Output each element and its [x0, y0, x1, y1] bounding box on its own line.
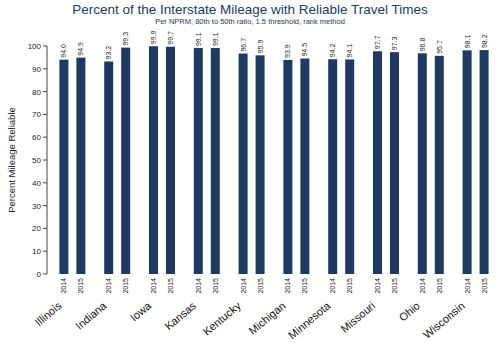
- bar: [480, 50, 489, 274]
- y-tick-label: 70: [32, 110, 41, 119]
- bar-year-label: 2014: [419, 278, 426, 294]
- bar-year-label: 2014: [329, 278, 336, 294]
- category-label: Missouri: [338, 299, 377, 335]
- bar: [76, 58, 85, 274]
- y-tick: [43, 182, 47, 183]
- category-label: Indiana: [73, 299, 109, 332]
- data-label: 94.9: [77, 42, 84, 56]
- y-tick-label: 50: [32, 156, 41, 165]
- y-tick-label: 90: [32, 65, 41, 74]
- subtitle: Per NPRM, 80th to 50th ratio, 1.5 thresh…: [155, 17, 345, 26]
- bar: [328, 59, 337, 274]
- y-tick-label: 20: [32, 224, 41, 233]
- bar-year-label: 2015: [257, 278, 264, 294]
- bar-year-label: 2015: [77, 278, 84, 294]
- bar-year-label: 2015: [122, 278, 129, 294]
- y-tick: [43, 114, 47, 115]
- category-label: Minnesota: [286, 299, 333, 341]
- bar: [463, 50, 472, 274]
- bar: [104, 62, 113, 274]
- y-tick: [43, 274, 47, 275]
- y-axis-label: Percent Mileage Reliable: [6, 107, 17, 213]
- y-tick-label: 0: [37, 270, 42, 279]
- data-label: 93.2: [105, 46, 112, 60]
- data-label: 97.7: [374, 36, 381, 50]
- bar-year-label: 2014: [195, 278, 202, 294]
- bar-year-label: 2015: [212, 278, 219, 294]
- data-label: 95.7: [436, 40, 443, 54]
- bar-year-label: 2015: [301, 278, 308, 294]
- category-label: Kansas: [162, 299, 198, 332]
- data-label: 96.7: [240, 38, 247, 52]
- category-label: Iowa: [128, 299, 154, 324]
- y-tick: [43, 91, 47, 92]
- bar-year-label: 2015: [167, 278, 174, 294]
- data-label: 99.7: [167, 31, 174, 45]
- y-tick-label: 60: [32, 133, 41, 142]
- chart: Percent of the Interstate Mileage with R…: [0, 0, 500, 352]
- y-tick-label: 100: [28, 42, 42, 51]
- category-label: Ohio: [397, 299, 423, 323]
- category-label: Kentucky: [201, 299, 244, 338]
- bar: [373, 51, 382, 274]
- data-label: 93.9: [284, 44, 291, 58]
- bar-year-label: 2014: [464, 278, 471, 294]
- y-tick: [43, 160, 47, 161]
- data-label: 97.3: [391, 36, 398, 50]
- bar: [345, 59, 354, 274]
- bar: [194, 48, 203, 274]
- y-tick-label: 80: [32, 88, 41, 97]
- y-tick: [43, 68, 47, 69]
- bar-year-label: 2014: [284, 278, 291, 294]
- bar: [418, 53, 427, 274]
- data-label: 94.1: [346, 44, 353, 58]
- bar-year-label: 2015: [481, 278, 488, 294]
- data-label: 95.9: [257, 40, 264, 54]
- bars: [59, 46, 488, 274]
- data-label: 99.1: [212, 32, 219, 46]
- data-label: 94.0: [60, 44, 67, 58]
- bar: [59, 60, 68, 274]
- data-label: 98.1: [464, 35, 471, 49]
- bar: [239, 54, 248, 274]
- category-label: Wisconsin: [421, 299, 467, 340]
- y-tick: [43, 46, 47, 47]
- bar-year-label: 2014: [374, 278, 381, 294]
- bar: [121, 48, 130, 274]
- y-tick-label: 40: [32, 179, 41, 188]
- y-tick: [43, 205, 47, 206]
- y-tick-label: 10: [32, 247, 41, 256]
- y-tick-label: 30: [32, 202, 41, 211]
- data-label: 99.9: [150, 30, 157, 44]
- data-label: 99.3: [122, 32, 129, 46]
- bar-year-label: 2014: [105, 278, 112, 294]
- y-tick: [43, 137, 47, 138]
- bar: [390, 52, 399, 274]
- bar: [283, 60, 292, 274]
- y-tick: [43, 251, 47, 252]
- bar-year-label: 2015: [346, 278, 353, 294]
- bar: [256, 55, 265, 274]
- bar: [435, 56, 444, 274]
- bar: [149, 46, 158, 274]
- bar: [300, 59, 309, 274]
- data-label: 99.1: [195, 32, 202, 46]
- bar-year-label: 2014: [240, 278, 247, 294]
- bar: [166, 47, 175, 274]
- data-label: 94.2: [329, 43, 336, 57]
- y-tick: [43, 228, 47, 229]
- bar-year-label: 2014: [150, 278, 157, 294]
- bar-year-label: 2015: [391, 278, 398, 294]
- data-label: 98.2: [481, 34, 488, 48]
- category-label: Illinois: [33, 299, 65, 328]
- data-label: 96.8: [419, 38, 426, 52]
- title: Percent of the Interstate Mileage with R…: [72, 2, 428, 17]
- bar-year-label: 2014: [60, 278, 67, 294]
- data-label: 94.5: [301, 43, 308, 57]
- bar-year-label: 2015: [436, 278, 443, 294]
- bar: [211, 48, 220, 274]
- category-label: Michigan: [246, 299, 287, 336]
